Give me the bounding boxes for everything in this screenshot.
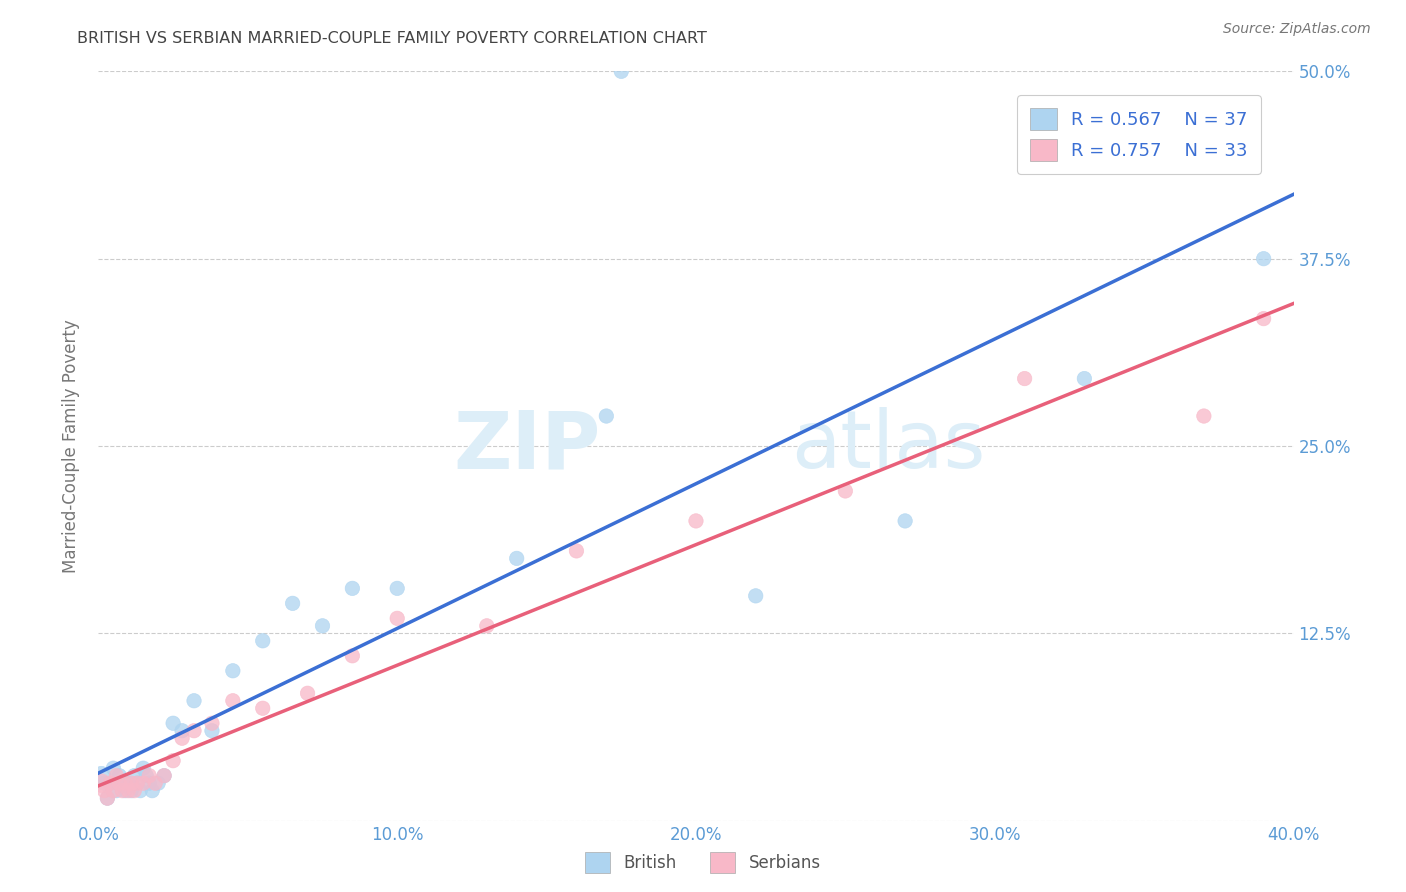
Point [153, 769, 176, 783]
Legend: R = 0.567    N = 37, R = 0.757    N = 33: R = 0.567 N = 37, R = 0.757 N = 33 [1018, 95, 1261, 174]
Point [162, 754, 184, 768]
Point [1192, 409, 1215, 423]
Y-axis label: Married-Couple Family Poverty: Married-Couple Family Poverty [62, 319, 80, 573]
Point [105, 783, 128, 797]
Text: BRITISH VS SERBIAN MARRIED-COUPLE FAMILY POVERTY CORRELATION CHART: BRITISH VS SERBIAN MARRIED-COUPLE FAMILY… [77, 31, 707, 46]
Point [90, 776, 112, 790]
Legend: British, Serbians: British, Serbians [579, 846, 827, 880]
Point [114, 776, 136, 790]
Point [132, 776, 155, 790]
Point [894, 514, 917, 528]
Point [124, 769, 146, 783]
Point [385, 611, 409, 625]
Point [183, 723, 205, 738]
Point [105, 769, 128, 783]
Point [297, 686, 319, 700]
Point [120, 776, 142, 790]
Point [90, 769, 112, 783]
Point [103, 783, 125, 797]
Point [111, 783, 134, 797]
Point [162, 716, 184, 731]
Point [172, 731, 194, 746]
Point [281, 596, 304, 610]
Point [120, 783, 142, 797]
Text: Source: ZipAtlas.com: Source: ZipAtlas.com [1223, 22, 1371, 37]
Point [201, 716, 224, 731]
Point [222, 664, 245, 678]
Point [475, 619, 498, 633]
Point [93, 776, 115, 790]
Point [172, 723, 194, 738]
Point [127, 776, 149, 790]
Point [98, 776, 122, 790]
Point [117, 783, 139, 797]
Point [342, 648, 364, 663]
Point [685, 514, 707, 528]
Point [385, 582, 409, 596]
Point [506, 551, 529, 566]
Point [201, 723, 224, 738]
Point [138, 769, 160, 783]
Point [834, 483, 856, 498]
Point [117, 776, 139, 790]
Point [1253, 311, 1275, 326]
Point [114, 783, 136, 797]
Point [610, 64, 633, 78]
Point [595, 409, 617, 423]
Point [252, 633, 274, 648]
Point [124, 783, 146, 797]
Point [1073, 371, 1095, 385]
Point [98, 776, 122, 790]
Point [252, 701, 274, 715]
Point [93, 783, 115, 797]
Point [311, 619, 333, 633]
Point [745, 589, 768, 603]
Point [108, 776, 131, 790]
Point [141, 783, 163, 797]
Point [132, 761, 155, 775]
Point [1253, 252, 1275, 266]
Point [111, 776, 134, 790]
Point [129, 783, 152, 797]
Point [565, 544, 588, 558]
Point [96, 791, 118, 805]
Point [127, 776, 149, 790]
Point [143, 776, 166, 790]
Point [222, 694, 245, 708]
Point [103, 761, 125, 775]
Point [342, 582, 364, 596]
Point [1014, 371, 1036, 385]
Point [183, 694, 205, 708]
Point [96, 791, 118, 805]
Point [153, 769, 176, 783]
Text: ZIP: ZIP [453, 407, 600, 485]
Point [138, 776, 160, 790]
Point [148, 776, 170, 790]
Text: atlas: atlas [792, 407, 986, 485]
Point [135, 769, 157, 783]
Point [108, 769, 131, 783]
